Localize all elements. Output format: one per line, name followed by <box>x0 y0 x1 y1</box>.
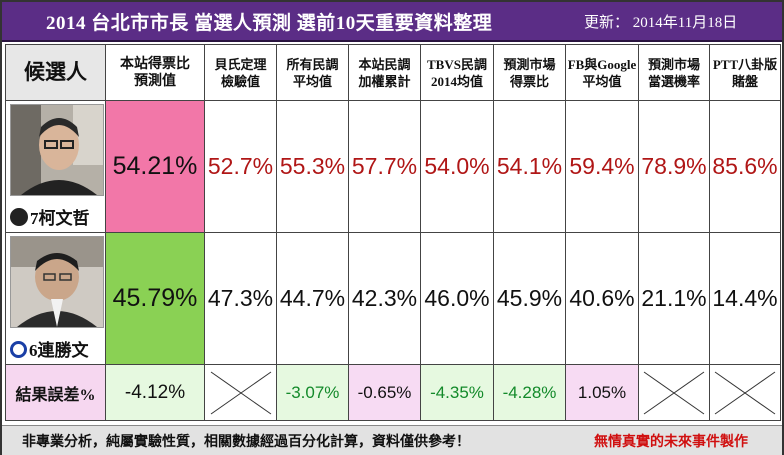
col-header-site-polls: 本站民調 加權累計 <box>348 44 421 101</box>
col-header-all-polls: 所有民調 平均值 <box>276 44 349 101</box>
col-header-candidate: 候選人 <box>5 44 106 101</box>
col-header-ptt: PTT八卦版 賭盤 <box>709 44 781 101</box>
value-cell: 54.0% <box>420 100 494 233</box>
error-cell-site: -4.12% <box>105 364 205 421</box>
candidate-cell: 7柯文哲 <box>5 100 106 233</box>
prediction-table: 候選人 本站得票比 預測值 貝氏定理 檢驗值 所有民調 平均值 本站民調 加權累… <box>5 44 781 421</box>
site-prediction-value: 45.79% <box>105 232 205 365</box>
error-row: 結果誤差% -4.12% -3.07% -0.65% -4.35% -4.28%… <box>5 364 781 421</box>
header-row: 候選人 本站得票比 預測值 貝氏定理 檢驗值 所有民調 平均值 本站民調 加權累… <box>5 44 781 101</box>
credit-text: 無情真實的未來事件製作 <box>594 435 748 450</box>
value-cell: 14.4% <box>709 232 781 365</box>
disclaimer-note: 非專業分析，純屬實驗性質，相關數據經過百分化計算，資料僅供參考！ <box>22 435 470 450</box>
error-cell: -3.07% <box>276 364 349 421</box>
value-cell: 52.7% <box>204 100 277 233</box>
error-cell: -4.28% <box>493 364 566 421</box>
party-icon-independent <box>10 208 28 226</box>
footer-bar: 非專業分析，純屬實驗性質，相關數據經過百分化計算，資料僅供參考！ 無情真實的未來… <box>2 425 782 455</box>
col-header-fb-google: FB與Google 平均值 <box>565 44 639 101</box>
table-row: 7柯文哲 54.21% 52.7% 55.3% 57.7% 54.0% 54.1… <box>5 100 781 233</box>
value-cell: 78.9% <box>638 100 710 233</box>
value-cell: 57.7% <box>348 100 421 233</box>
empty-cross-cell <box>204 364 277 421</box>
candidate-cell: 6連勝文 <box>5 232 106 365</box>
value-cell: 45.9% <box>493 232 566 365</box>
empty-cross-cell <box>709 364 781 421</box>
value-cell: 46.0% <box>420 232 494 365</box>
error-cell: -4.35% <box>420 364 494 421</box>
col-header-site-prediction: 本站得票比 預測值 <box>105 44 205 101</box>
value-cell: 55.3% <box>276 100 349 233</box>
site-prediction-value: 54.21% <box>105 100 205 233</box>
value-cell: 40.6% <box>565 232 639 365</box>
candidate-name: 6連勝文 <box>10 336 89 361</box>
empty-cross-cell <box>638 364 710 421</box>
col-header-market-share: 預測市場 得票比 <box>493 44 566 101</box>
col-header-market-win: 預測市場 當選機率 <box>638 44 710 101</box>
error-cell: 1.05% <box>565 364 639 421</box>
party-icon-kmt <box>10 341 27 358</box>
value-cell: 21.1% <box>638 232 710 365</box>
value-cell: 47.3% <box>204 232 277 365</box>
updated-date: 更新： 2014年11月18日 <box>584 15 738 31</box>
candidate-photo <box>10 236 104 328</box>
col-header-tbvs: TBVS民調 2014均值 <box>420 44 494 101</box>
title-bar: 2014 台北市市長 當選人預測 選前10天重要資料整理 更新： 2014年11… <box>2 2 782 42</box>
col-header-bayes: 貝氏定理 檢驗值 <box>204 44 277 101</box>
table-row: 6連勝文 45.79% 47.3% 44.7% 42.3% 46.0% 45.9… <box>5 232 781 365</box>
value-cell: 42.3% <box>348 232 421 365</box>
value-cell: 54.1% <box>493 100 566 233</box>
value-cell: 85.6% <box>709 100 781 233</box>
candidate-name: 7柯文哲 <box>10 204 90 229</box>
error-cell: -0.65% <box>348 364 421 421</box>
value-cell: 44.7% <box>276 232 349 365</box>
value-cell: 59.4% <box>565 100 639 233</box>
error-row-label: 結果誤差% <box>5 364 106 421</box>
candidate-photo <box>10 104 104 196</box>
page-title: 2014 台北市市長 當選人預測 選前10天重要資料整理 <box>46 13 493 34</box>
